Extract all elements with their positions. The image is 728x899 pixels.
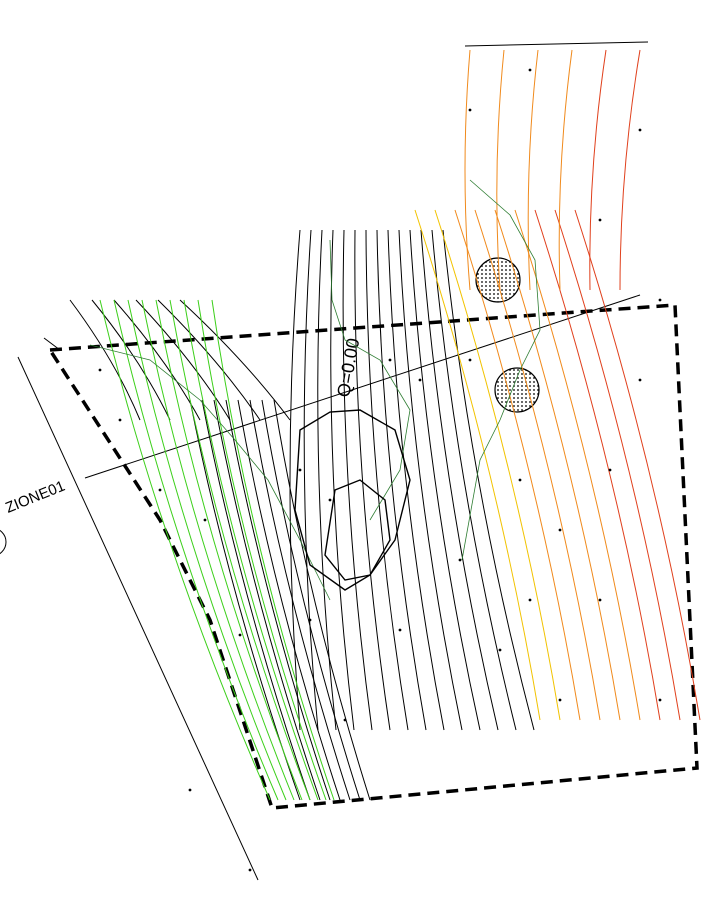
survey-point — [658, 298, 662, 302]
survey-point — [658, 698, 662, 702]
survey-point — [328, 498, 332, 502]
contour-line — [365, 229, 409, 731]
contour-line — [135, 299, 231, 421]
survey-point — [308, 618, 312, 622]
survey-point — [468, 108, 472, 112]
survey-point — [498, 648, 502, 652]
contours-green — [99, 299, 335, 801]
survey-point — [248, 868, 252, 872]
contour-line — [261, 399, 361, 801]
contour-line — [409, 229, 481, 731]
contour-line — [317, 229, 337, 731]
contour-line — [225, 399, 331, 801]
contour-line — [289, 229, 301, 731]
contour-line — [183, 299, 319, 801]
contour-line — [558, 49, 573, 291]
contour-line — [387, 229, 445, 731]
contour-line — [127, 299, 287, 801]
survey-point — [98, 368, 102, 372]
contour-line — [431, 229, 517, 731]
contour-line — [69, 299, 141, 421]
contour-line — [442, 229, 535, 731]
contour-line — [211, 299, 335, 801]
contour-line — [376, 229, 427, 731]
sample-area-1 — [475, 257, 521, 303]
contour-line — [534, 209, 661, 721]
contour-line — [420, 229, 499, 731]
contour-line — [330, 229, 355, 731]
contour-line — [113, 299, 279, 801]
survey-point — [418, 378, 422, 382]
survey-point — [528, 68, 532, 72]
contours-warm — [414, 49, 701, 721]
survey-point — [238, 633, 242, 637]
survey-point — [528, 598, 532, 602]
contour-line — [155, 299, 303, 801]
contours-black — [69, 229, 535, 801]
section-label: ZIONE01 — [3, 478, 67, 517]
survey-point — [638, 128, 642, 132]
survey-point — [558, 698, 562, 702]
survey-network — [89, 179, 541, 601]
contour-line — [464, 49, 471, 291]
survey-point — [468, 358, 472, 362]
contour-line — [619, 49, 641, 291]
contour-line — [414, 209, 541, 721]
contour-line — [496, 49, 505, 291]
contour-line — [589, 49, 607, 291]
contour-line — [99, 299, 271, 801]
survey-point — [558, 528, 562, 532]
section-lines — [17, 41, 649, 881]
contour-line — [342, 229, 373, 731]
survey-point — [638, 378, 642, 382]
survey-point — [598, 218, 602, 222]
contour-line — [237, 399, 341, 801]
contour-line — [514, 209, 641, 721]
contour-line — [398, 229, 463, 731]
survey-point — [598, 598, 602, 602]
survey-point — [398, 628, 402, 632]
contour-line — [454, 209, 581, 721]
contour-line — [157, 299, 261, 421]
survey-point — [188, 788, 192, 792]
contour-line — [527, 49, 539, 291]
contour-line — [354, 229, 391, 731]
contour-line — [169, 299, 311, 801]
survey-point — [118, 418, 122, 422]
contour-line — [179, 299, 291, 421]
contour-line — [494, 209, 621, 721]
contour-line — [303, 229, 319, 731]
contour-line — [189, 399, 301, 801]
plateau-outline — [294, 409, 411, 591]
contour-line — [554, 209, 681, 721]
survey-points — [98, 68, 662, 872]
survey-point — [158, 488, 162, 492]
section-marker-circle — [0, 529, 7, 555]
elevation-label: Q=0.00 — [333, 337, 363, 399]
contour-line — [574, 209, 701, 721]
contour-line — [434, 209, 561, 721]
contour-line — [91, 299, 171, 421]
contour-line — [273, 399, 371, 801]
survey-point — [203, 518, 207, 522]
survey-point — [388, 358, 392, 362]
survey-point — [458, 558, 462, 562]
contour-line — [197, 299, 327, 801]
contour-line — [249, 399, 351, 801]
survey-point — [608, 468, 612, 472]
plateau-inner — [324, 479, 391, 581]
contour-line — [141, 299, 295, 801]
survey-point — [343, 718, 347, 722]
sample-area-2 — [494, 367, 540, 413]
survey-point — [518, 478, 522, 482]
survey-point — [298, 468, 302, 472]
contour-line — [213, 399, 321, 801]
contour-line — [201, 399, 311, 801]
contour-line — [474, 209, 601, 721]
site-boundary — [46, 303, 699, 810]
contour-line — [113, 299, 201, 421]
